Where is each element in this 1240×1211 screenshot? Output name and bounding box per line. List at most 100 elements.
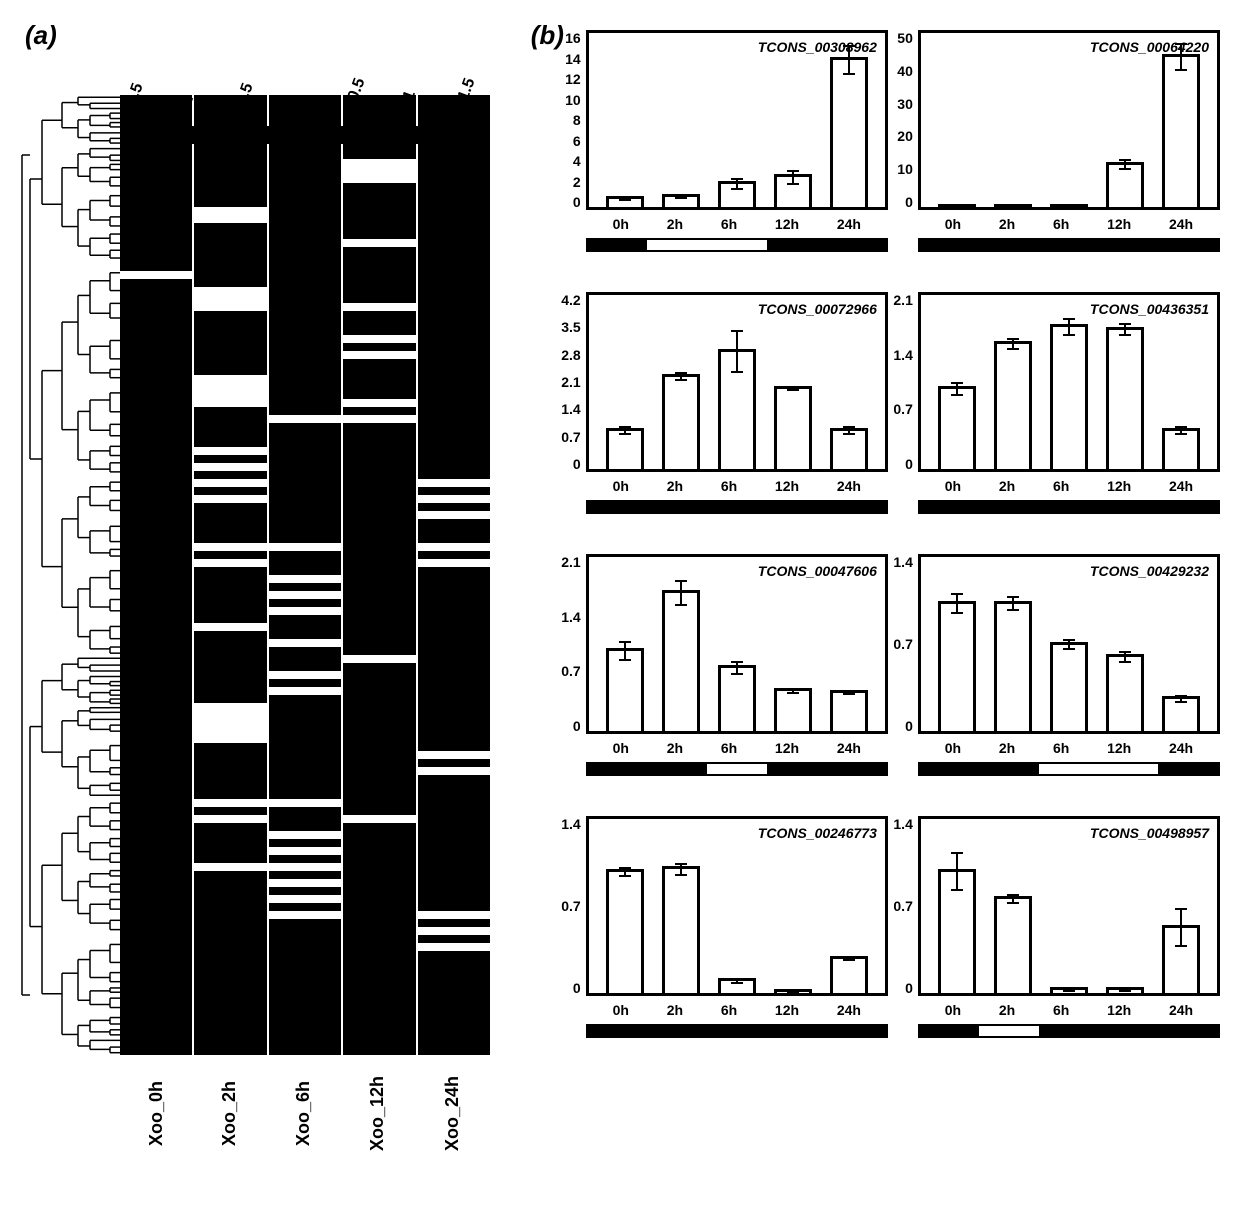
x-label: 12h: [775, 216, 799, 232]
x-label: 6h: [1053, 478, 1069, 494]
heatmap-xlabel: Xoo_24h: [442, 1076, 463, 1151]
colorkey-tick: 1: [178, 83, 202, 108]
bar: [774, 174, 812, 207]
bar-chart: 00.71.42.1TCONS_004363510h2h6h12h24h: [918, 292, 1220, 514]
x-label: 2h: [999, 740, 1015, 756]
x-axis-labels: 0h2h6h12h24h: [918, 478, 1220, 494]
bar: [938, 386, 976, 469]
bar: [606, 428, 644, 469]
y-axis: 01020304050: [883, 30, 913, 210]
heatmap-column: [418, 95, 490, 1055]
x-label: 0h: [613, 478, 629, 494]
heatmap-xlabel: Xoo_6h: [293, 1077, 314, 1150]
bar: [938, 204, 976, 207]
indicator-bar: [918, 238, 1220, 252]
x-label: 12h: [1107, 216, 1131, 232]
error-bar: [624, 867, 626, 877]
colorkey-bars: [140, 126, 490, 144]
error-bar: [1068, 318, 1070, 335]
x-label: 2h: [667, 740, 683, 756]
indicator-bar: [918, 1024, 1220, 1038]
error-bar: [848, 956, 850, 961]
x-label: 24h: [1169, 216, 1193, 232]
heatmap-body: [20, 95, 526, 1055]
panel-a-label: (a): [25, 20, 57, 51]
chart-plot-area: TCONS_00047606: [586, 554, 888, 734]
x-label: 0h: [945, 478, 961, 494]
error-bar: [736, 178, 738, 189]
x-label: 0h: [613, 1002, 629, 1018]
heatmap-column: [269, 95, 341, 1055]
bar-chart: 00.71.42.1TCONS_000476060h2h6h12h24h: [586, 554, 888, 776]
heatmap-column: [194, 95, 266, 1055]
bars-container: [589, 295, 885, 469]
error-bar: [1012, 338, 1014, 350]
error-bar: [1180, 695, 1182, 703]
heatmap-x-labels: Xoo_0hXoo_2hXoo_6hXoo_12hXoo_24h: [120, 1063, 490, 1084]
x-axis-labels: 0h2h6h12h24h: [586, 216, 888, 232]
error-bar: [680, 372, 682, 381]
x-label: 12h: [1107, 478, 1131, 494]
x-label: 2h: [999, 478, 1015, 494]
bar: [718, 349, 756, 469]
bar: [938, 601, 976, 732]
indicator-bar: [586, 762, 888, 776]
bar: [994, 204, 1032, 207]
error-bar: [1180, 908, 1182, 947]
indicator-bar: [586, 1024, 888, 1038]
bar: [774, 989, 812, 993]
bars-container: [589, 819, 885, 993]
bar: [1106, 654, 1144, 731]
error-bar: [680, 195, 682, 200]
indicator-bar: [918, 500, 1220, 514]
heatmap-column: [120, 95, 192, 1055]
error-bar: [680, 580, 682, 606]
error-bar: [1180, 426, 1182, 435]
y-axis: 0246810121416: [551, 30, 581, 210]
error-bar: [956, 382, 958, 396]
error-bar: [956, 205, 958, 207]
error-bar: [736, 330, 738, 373]
bars-container: [921, 819, 1217, 993]
bar: [718, 978, 756, 993]
bar: [662, 374, 700, 469]
chart-plot-area: TCONS_00436351: [918, 292, 1220, 472]
dendrogram: [20, 95, 120, 1055]
colorkey-tick: 0: [288, 83, 312, 108]
bars-container: [589, 33, 885, 207]
bar: [1106, 162, 1144, 207]
x-label: 12h: [1107, 740, 1131, 756]
error-bar: [1124, 159, 1126, 170]
x-label: 0h: [945, 740, 961, 756]
error-bar: [956, 593, 958, 614]
x-label: 6h: [721, 478, 737, 494]
x-label: 6h: [721, 1002, 737, 1018]
x-label: 0h: [945, 1002, 961, 1018]
x-label: 24h: [1169, 740, 1193, 756]
error-bar: [1180, 43, 1182, 72]
x-label: 0h: [613, 216, 629, 232]
y-axis: 00.71.4: [883, 816, 913, 996]
error-bar: [736, 979, 738, 984]
y-axis: 00.71.4: [883, 554, 913, 734]
x-label: 2h: [667, 216, 683, 232]
heatmap-grid: [120, 95, 490, 1055]
error-bar: [956, 852, 958, 891]
bar: [994, 896, 1032, 993]
x-axis-labels: 0h2h6h12h24h: [918, 740, 1220, 756]
error-bar: [1068, 639, 1070, 649]
chart-plot-area: TCONS_00072966: [586, 292, 888, 472]
x-label: 12h: [775, 1002, 799, 1018]
error-bar: [624, 641, 626, 662]
x-label: 2h: [667, 478, 683, 494]
x-label: 24h: [837, 740, 861, 756]
bar: [830, 690, 868, 731]
bars-container: [921, 557, 1217, 731]
chart-plot-area: TCONS_00429232: [918, 554, 1220, 734]
bars-container: [589, 557, 885, 731]
error-bar: [1124, 987, 1126, 992]
x-label: 0h: [613, 740, 629, 756]
bar: [1050, 987, 1088, 993]
bar: [938, 869, 976, 993]
bar: [662, 866, 700, 993]
